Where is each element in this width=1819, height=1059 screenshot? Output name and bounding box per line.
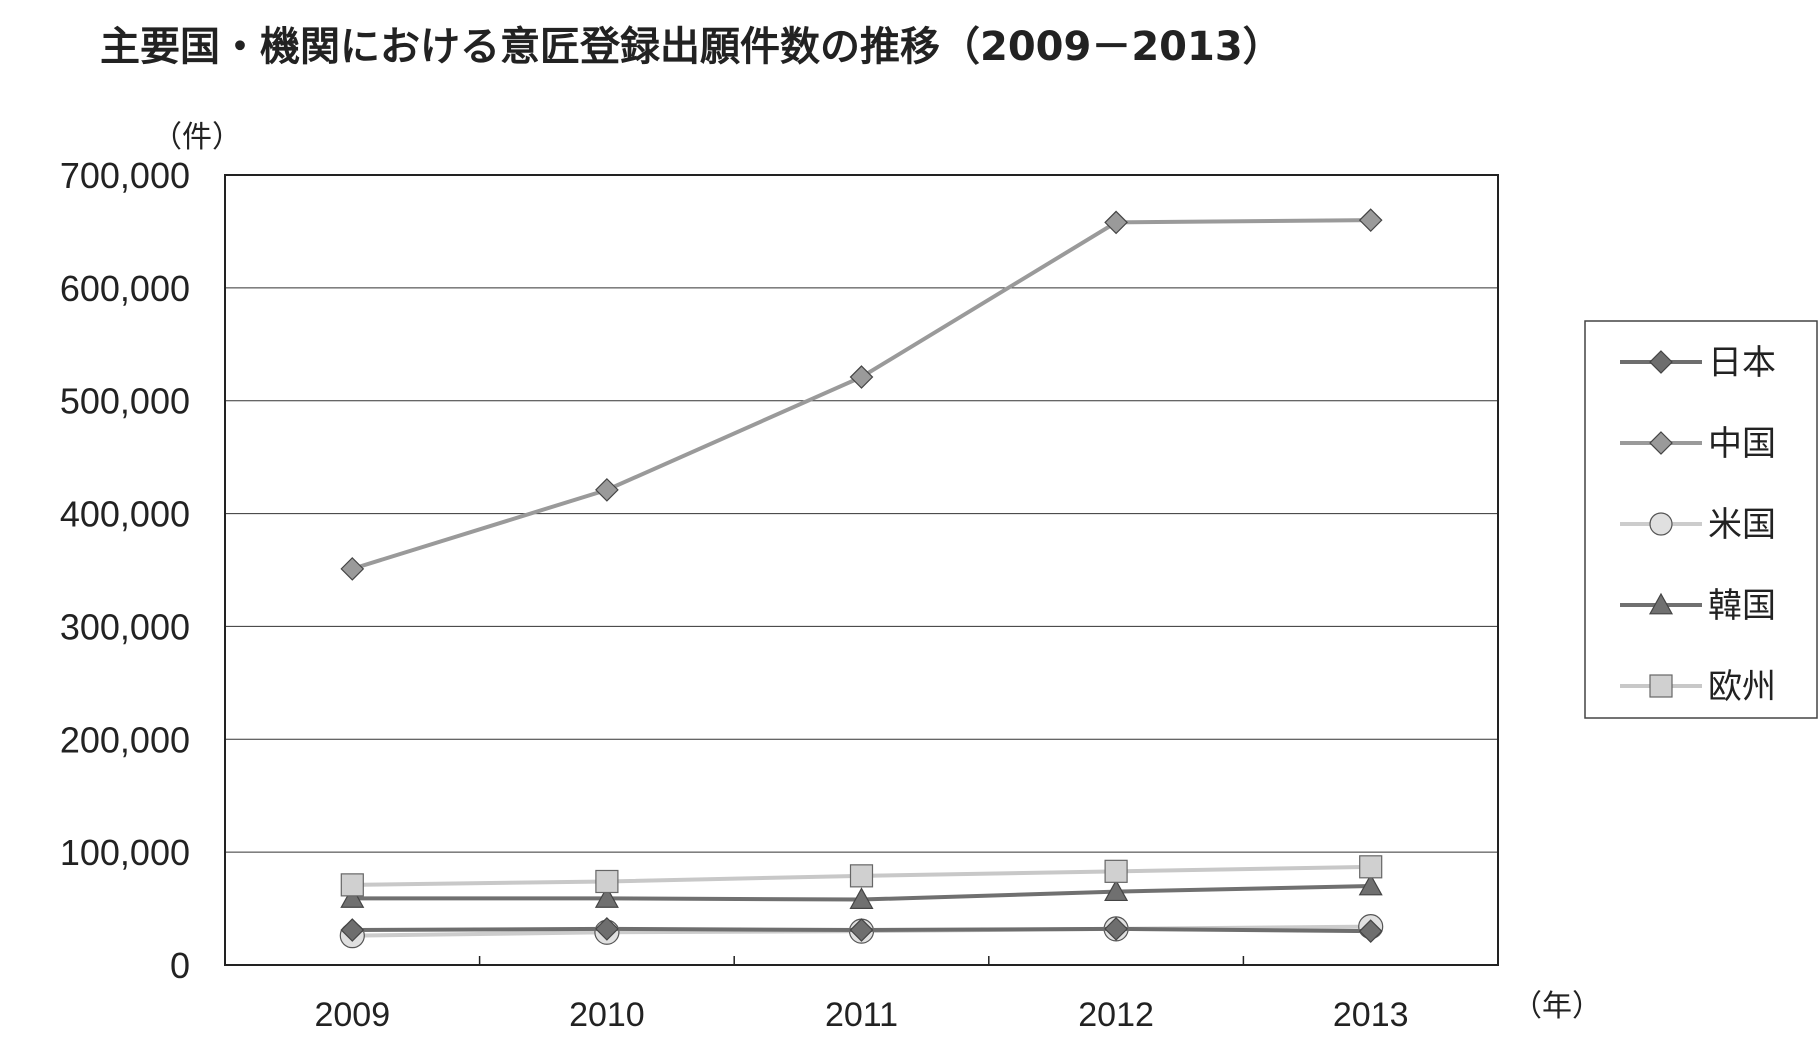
data-point [1104, 879, 1129, 902]
grid-lines [225, 287, 1498, 853]
y-tick-label: 300,000 [60, 606, 190, 647]
data-point [595, 869, 619, 894]
plot-frame [224, 174, 1499, 966]
data-point [340, 557, 365, 581]
series-欧州 [340, 855, 1383, 897]
y-tick-label: 500,000 [60, 381, 190, 422]
x-tick-label: 2009 [314, 996, 390, 1034]
data-point [1104, 859, 1128, 883]
x-axis-unit: （年） [1512, 989, 1602, 1024]
data-point [849, 918, 874, 942]
legend-item: 米国 [1620, 505, 1776, 545]
y-tick-label: 100,000 [60, 832, 190, 873]
legend-marker [1649, 674, 1673, 698]
data-point [595, 917, 619, 941]
y-tick-label: 0 [170, 945, 190, 986]
legend-item: 欧州 [1620, 667, 1776, 707]
legend-marker [1649, 431, 1673, 455]
y-axis-unit: （件） [152, 120, 242, 155]
legend-marker [1649, 350, 1673, 374]
data-point [849, 365, 874, 389]
data-point [340, 918, 365, 942]
data-point [340, 873, 364, 897]
data-point [595, 478, 619, 502]
data-point [1358, 873, 1383, 896]
data-point [594, 886, 619, 908]
data-point [1104, 210, 1128, 235]
x-tick-label: 2010 [569, 996, 645, 1034]
legend-label: 米国 [1708, 505, 1776, 545]
legend-item: 韓国 [1620, 586, 1776, 626]
legend-marker [1648, 592, 1674, 615]
legend-item: 日本 [1620, 343, 1776, 383]
data-point [1104, 917, 1128, 941]
legend-label: 欧州 [1708, 667, 1776, 707]
data-point [1358, 208, 1383, 232]
series-lines [339, 208, 1384, 949]
axes: 0 100,000 200,000 300,000 400,000 500,000 600,… [60, 155, 1409, 1034]
x-tick-label: 2013 [1333, 996, 1409, 1034]
y-tick-label: 200,000 [60, 719, 190, 760]
series-日本 [340, 917, 1383, 943]
series-中国 [340, 208, 1383, 581]
legend-label: 韓国 [1708, 586, 1776, 626]
data-point [1359, 855, 1383, 879]
data-point [849, 864, 874, 888]
data-point [849, 887, 874, 909]
x-tick-label: 2011 [825, 996, 898, 1034]
legend-box [1584, 320, 1818, 719]
data-point [340, 886, 365, 908]
series-韓国 [340, 873, 1383, 909]
y-tick-label: 400,000 [60, 494, 190, 535]
legend-item: 中国 [1620, 424, 1776, 464]
y-tick-label: 600,000 [60, 268, 190, 309]
chart-title: 主要国・機関における意匠登録出願件数の推移（2009－2013） [100, 24, 1283, 70]
series-line [351, 218, 1371, 571]
x-tick-label: 2012 [1078, 996, 1154, 1034]
legend-marker [1649, 512, 1673, 536]
y-tick-label: 700,000 [60, 155, 190, 196]
data-point [1358, 919, 1383, 943]
legend-label: 日本 [1708, 343, 1776, 383]
legend-label: 中国 [1708, 424, 1776, 464]
